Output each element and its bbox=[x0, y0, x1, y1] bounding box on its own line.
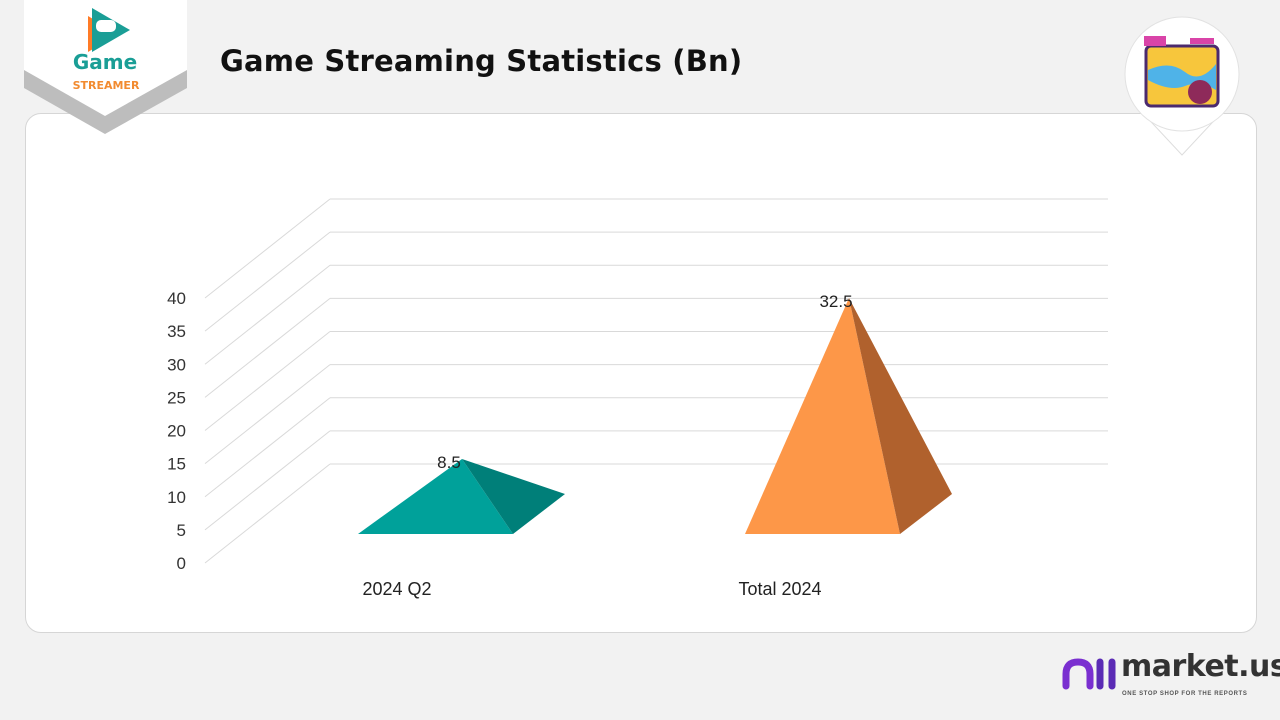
y-tick-label: 0 bbox=[177, 554, 186, 573]
footer-brand: market.us bbox=[1121, 649, 1280, 684]
y-tick-label: 25 bbox=[167, 388, 186, 407]
y-tick-label: 5 bbox=[177, 521, 186, 540]
gridline-side bbox=[204, 397, 331, 498]
y-tick-label: 15 bbox=[167, 455, 186, 474]
market-us-logo-icon bbox=[1062, 658, 1116, 690]
logo-text: Game bbox=[73, 50, 137, 74]
gridline-side bbox=[204, 198, 331, 299]
pyramid-front-face bbox=[745, 297, 900, 534]
gridline-side bbox=[204, 364, 331, 465]
gamepad-icon bbox=[96, 20, 116, 32]
data-label: 8.5 bbox=[437, 453, 461, 472]
gridline-side bbox=[204, 331, 331, 431]
footer-tagline: ONE STOP SHOP FOR THE REPORTS bbox=[1122, 691, 1248, 697]
pyramid-side-face bbox=[849, 297, 952, 534]
y-tick-label: 40 bbox=[167, 289, 186, 308]
gridline-side bbox=[204, 297, 331, 398]
y-tick-label: 30 bbox=[167, 355, 186, 374]
x-tick-label: Total 2024 bbox=[738, 579, 821, 599]
chart-card bbox=[25, 113, 1257, 633]
y-tick-label: 10 bbox=[167, 488, 186, 507]
logo-subtext: STREAMER bbox=[73, 79, 140, 92]
y-tick-label: 20 bbox=[167, 422, 186, 441]
pyramid-side-face bbox=[462, 458, 565, 534]
y-tick-label: 35 bbox=[167, 322, 186, 341]
pyramid-front-face bbox=[358, 458, 513, 534]
x-tick-label: 2024 Q2 bbox=[362, 579, 431, 599]
gridline-side bbox=[204, 463, 331, 564]
gridline-side bbox=[204, 231, 331, 332]
page-title: Game Streaming Statistics (Bn) bbox=[220, 44, 743, 78]
gridline-side bbox=[204, 430, 331, 531]
data-label: 32.5 bbox=[819, 292, 852, 311]
logo-badge: Game STREAMER bbox=[24, 0, 187, 134]
gridline-side bbox=[204, 264, 331, 365]
